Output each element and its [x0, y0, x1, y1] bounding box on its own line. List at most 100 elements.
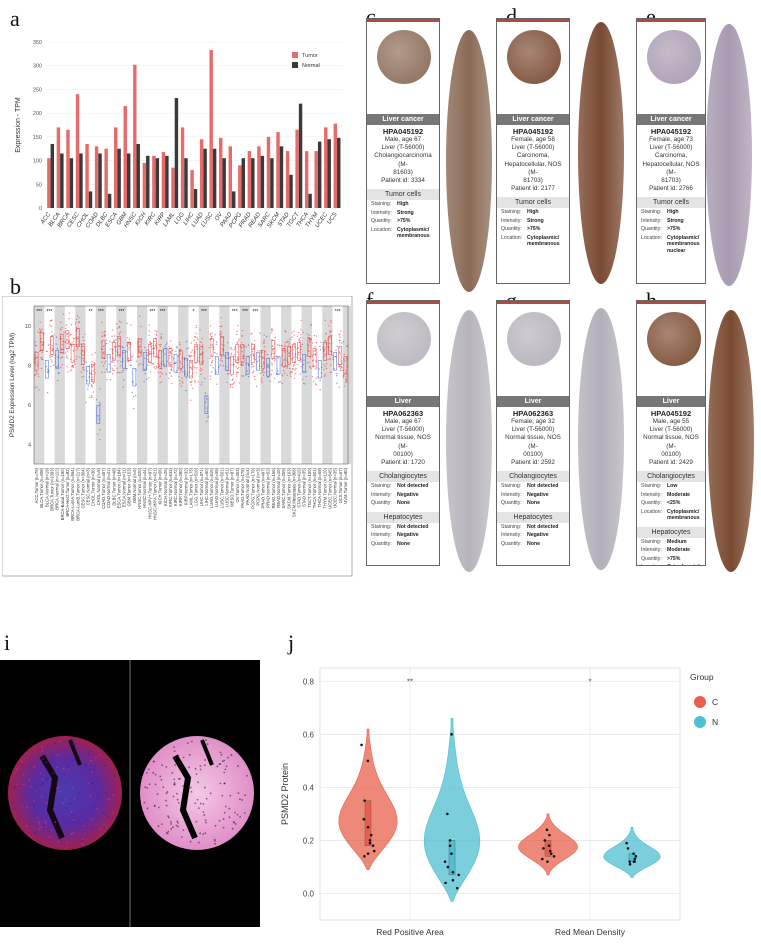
data-point [318, 368, 320, 370]
mask-speckle [160, 778, 163, 781]
significance-marker: *** [119, 309, 125, 315]
fluorescence-speckle [35, 830, 38, 833]
data-point [309, 339, 311, 342]
data-point [89, 396, 91, 399]
fluorescence-speckle [34, 832, 37, 835]
fluorescence-speckle [37, 820, 40, 823]
data-point [194, 380, 196, 382]
mask-speckle [165, 765, 168, 768]
data-point [263, 334, 265, 336]
data-point [91, 386, 93, 388]
data-point [241, 329, 244, 332]
mask-speckle [154, 773, 157, 776]
tissue-core-thumbnail [647, 30, 701, 84]
data-point [294, 342, 296, 345]
staining-row: Location:Cytoplasmic/ membranous [637, 508, 705, 523]
data-point [255, 358, 257, 361]
row-value: Strong [527, 217, 544, 224]
data-point [262, 356, 264, 358]
patient-info-line: Liver (T-56000) [649, 426, 693, 434]
data-point [246, 370, 248, 372]
fluorescence-speckle [89, 794, 92, 797]
data-point [49, 356, 52, 359]
card-tissue-band: Liver cancer [497, 114, 569, 125]
patient-info-line: 00100) [661, 450, 681, 458]
data-point [196, 367, 198, 369]
data-point [242, 364, 244, 366]
hpa-card-c: Liver cancer HPA045192 Male, age 67 Liver (… [366, 18, 440, 284]
tissue-section-strip [578, 308, 624, 570]
data-point [283, 366, 285, 368]
data-point [104, 330, 106, 333]
fluorescence-speckle [70, 811, 73, 813]
staining-row: Intensity: Strong [367, 209, 439, 218]
hpa-card-e: Liver cancer HPA045192 Female, age 73 Liver… [636, 18, 706, 284]
data-point [181, 377, 183, 379]
data-point [62, 352, 65, 355]
mask-speckle [169, 820, 172, 823]
data-point [336, 345, 338, 347]
data-point [299, 373, 302, 375]
data-point [46, 368, 49, 370]
significance-marker: * [193, 309, 195, 315]
data-point [37, 373, 39, 375]
data-point [314, 346, 316, 348]
data-point [267, 376, 269, 379]
row-value: High [527, 209, 539, 216]
mask-speckle [203, 786, 206, 789]
patient-info-line: Male, age 55 [652, 418, 690, 425]
data-point [195, 372, 198, 374]
data-point [311, 375, 314, 378]
data-point [307, 336, 309, 339]
data-point [284, 341, 286, 344]
x-group-label: PAAD.Tumor (n=178) [240, 467, 245, 508]
data-point [338, 347, 341, 349]
cell-type-band: Hepatocytes [497, 511, 569, 523]
significance-marker: *** [160, 309, 166, 315]
data-point [366, 825, 370, 829]
data-point [549, 852, 553, 855]
bar-normal-prad [251, 158, 255, 208]
data-point [34, 374, 36, 377]
box [323, 342, 327, 361]
data-point [219, 330, 222, 332]
fluorescence-speckle [54, 742, 57, 745]
data-point [190, 384, 192, 386]
data-point [315, 335, 318, 337]
x-group-label: CESC.Tumor (n=304) [80, 467, 85, 508]
mask-speckle [165, 804, 168, 807]
x-tick-label: OV [214, 211, 224, 222]
data-point [271, 369, 273, 371]
mask-speckle [177, 761, 180, 763]
data-point [216, 383, 218, 385]
x-group-label: COAD.Tumor (n=457) [101, 467, 106, 509]
row-value: Strong [667, 217, 684, 224]
data-point [326, 340, 328, 342]
data-point [273, 360, 276, 362]
bar-normal-thym [317, 141, 322, 208]
mask-speckle [177, 754, 180, 757]
data-point [177, 367, 180, 369]
data-point [273, 377, 276, 380]
patient-info-line: 81603) [393, 168, 413, 176]
patient-info-line: Normal tissue, NOS (M- [643, 434, 699, 450]
tissue-core-thumbnail [377, 30, 431, 84]
data-point [292, 365, 295, 367]
mask-speckle [159, 775, 162, 778]
data-point [118, 320, 121, 323]
box [214, 356, 219, 375]
row-key: Staining: [641, 209, 662, 216]
data-point [189, 355, 192, 358]
data-point [294, 369, 296, 371]
data-point [149, 350, 151, 353]
data-point [330, 319, 332, 322]
data-point [76, 338, 78, 340]
data-point [293, 377, 296, 380]
bar-tumor-luad [199, 139, 204, 208]
data-point [237, 324, 239, 327]
data-point [209, 334, 212, 336]
fluorescence-speckle [50, 784, 52, 787]
data-point [302, 331, 304, 333]
data-point [339, 333, 341, 336]
data-point [368, 839, 372, 842]
